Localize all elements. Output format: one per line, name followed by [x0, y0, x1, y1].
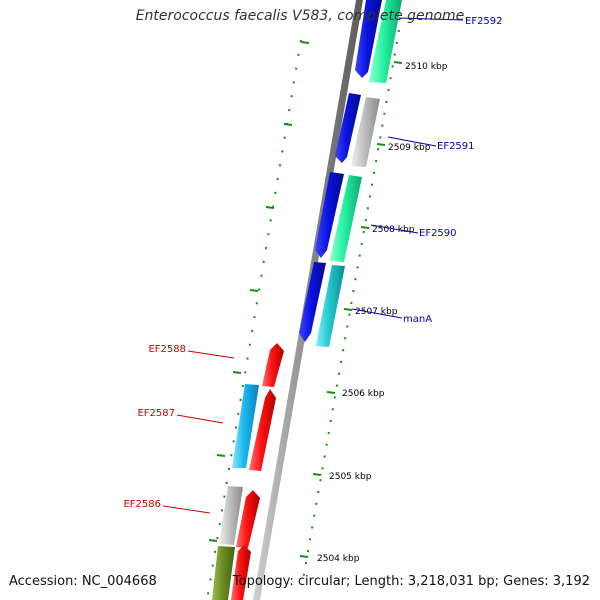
tick-label-2510: 2510 kbp	[405, 62, 448, 72]
gene-block-ef2587-red	[249, 389, 276, 471]
tick-label-2506: 2506 kbp	[342, 389, 385, 399]
gene-block-ef2592-green	[369, 0, 402, 83]
gene-block-ef2591-gray	[351, 97, 380, 167]
gene-block-ef2588-red	[262, 343, 284, 387]
tick-label-2509: 2509 kbp	[388, 143, 431, 153]
gene-block-olive-lower	[212, 546, 235, 600]
tick-label-2504: 2504 kbp	[317, 554, 360, 564]
gene-name-ef2592: EF2592	[465, 16, 503, 27]
gene-block-ef2590-blue	[315, 172, 344, 258]
topology-summary: Topology: circular; Length: 3,218,031 bp…	[232, 574, 590, 589]
tick-2506: 2506 kbp	[326, 389, 385, 399]
gene-name-ef2587: EF2587	[137, 408, 175, 419]
tick-label-2508: 2508 kbp	[372, 225, 415, 235]
gene-name-mana: manA	[403, 314, 432, 325]
tick-label-2505: 2505 kbp	[329, 472, 372, 482]
gene-block-ef2586-red	[236, 490, 260, 548]
gene-block-mana-blue	[299, 262, 326, 342]
gene-name-ef2586: EF2586	[123, 499, 161, 510]
gene-name-ef2591: EF2591	[437, 141, 475, 152]
tick-2508: 2508 kbp	[360, 225, 415, 235]
gene-label-ef2590[interactable]: EF2590	[370, 224, 457, 239]
tick-2510: 2510 kbp	[393, 61, 448, 72]
accession-label: Accession: NC_004668	[9, 574, 157, 589]
tick-2507: 2507 kbp	[343, 307, 398, 317]
gene-label-ef2591[interactable]: EF2591	[387, 136, 475, 152]
tick-label-2507: 2507 kbp	[355, 307, 398, 317]
gene-label-mana[interactable]: manA	[351, 308, 432, 325]
gene-name-ef2588: EF2588	[148, 344, 186, 355]
gene-label-ef2588[interactable]: EF2588	[148, 344, 235, 359]
gene-block-ef2586-gray	[219, 486, 243, 545]
gene-block-ef2587-sky	[232, 384, 259, 468]
gene-block-ef2591-blue	[335, 93, 361, 163]
gene-label-ef2592[interactable]: EF2592	[398, 16, 503, 27]
tick-2505: 2505 kbp	[312, 472, 372, 482]
gene-block-red-lower	[231, 545, 251, 600]
inner-dashes	[208, 41, 310, 542]
tick-2504: 2504 kbp	[299, 554, 360, 564]
tick-2509: 2509 kbp	[376, 143, 431, 153]
gene-label-ef2586[interactable]: EF2586	[123, 499, 211, 514]
gene-block-ef2592	[355, 0, 382, 78]
gene-label-ef2587[interactable]: EF2587	[137, 408, 224, 424]
genome-title: Enterococcus faecalis V583, complete gen…	[135, 8, 465, 24]
gene-name-ef2590: EF2590	[419, 228, 457, 239]
gene-block-mana-cyan	[316, 265, 345, 347]
gene-block-ef2590-green	[330, 175, 362, 262]
